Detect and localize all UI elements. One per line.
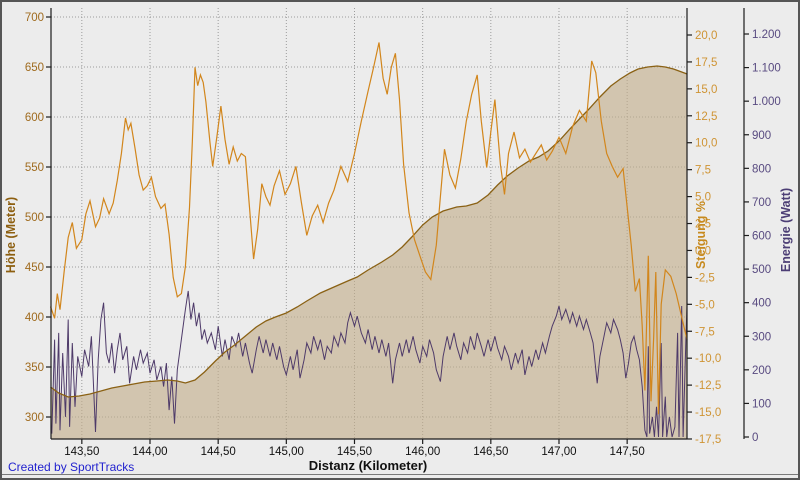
energie-tick-label: 300: [752, 331, 771, 343]
energie-tick-label: 100: [752, 398, 771, 410]
energie-tick-label: 1.000: [752, 96, 781, 108]
energie-tick-label: 500: [752, 264, 771, 276]
elevation-area: [50, 66, 688, 439]
hoehe-tick-label: 300: [25, 412, 44, 424]
hoehe-tick-label: 650: [25, 62, 44, 74]
steigung-tick-label: -7,5: [695, 326, 715, 338]
x-tick-label: 145,50: [337, 446, 372, 458]
steigung-tick-label: 12,5: [695, 111, 717, 123]
hoehe-tick-label: 450: [25, 262, 44, 274]
steigung-tick-label: -2,5: [695, 272, 715, 284]
hoehe-tick-label: 500: [25, 212, 44, 224]
energie-tick-label: 200: [752, 365, 771, 377]
steigung-tick-label: 20,0: [695, 30, 717, 42]
steigung-axis-title: Steigung %: [694, 201, 708, 269]
steigung-tick-label: -12,5: [695, 380, 721, 392]
steigung-tick-label: 17,5: [695, 57, 717, 69]
hoehe-axis-title: Höhe (Meter): [4, 197, 18, 273]
steigung-tick-label: 10,0: [695, 138, 717, 150]
x-tick-label: 144,50: [201, 446, 236, 458]
grade-line: [49, 42, 688, 415]
steigung-tick-label: 15,0: [695, 84, 717, 96]
steigung-tick-label: 0,0: [695, 245, 711, 257]
hoehe-tick-label: 600: [25, 112, 44, 124]
x-tick-label: 147,00: [541, 446, 576, 458]
chart-plot: 700 650 600 550 500 450 400 350 300 20,0 17,5 15,0 1…: [25, 8, 781, 458]
energie-tick-label: 0: [752, 432, 758, 444]
energie-tick-label: 1.200: [752, 29, 781, 41]
chart-canvas: 700 650 600 550 500 450 400 350 300 20,0 17,5 15,0 1…: [4, 8, 793, 473]
x-tick-label: 144,00: [132, 446, 167, 458]
steigung-tick-label: -17,5: [695, 434, 721, 446]
hoehe-tick-label: 350: [25, 362, 44, 374]
energie-tick-label: 400: [752, 298, 771, 310]
x-tick-label: 147,50: [610, 446, 645, 458]
energy-line: [51, 290, 688, 438]
x-tick-label: 146,50: [473, 446, 508, 458]
bottom-divider: [2, 474, 798, 475]
steigung-tick-label: 5,0: [695, 192, 711, 204]
hoehe-tick-label: 700: [25, 12, 44, 24]
steigung-tick-label: 7,5: [695, 165, 711, 177]
energie-tick-label: 800: [752, 163, 771, 175]
steigung-tick-label: 2,5: [695, 219, 711, 231]
energie-tick-label: 600: [752, 231, 771, 243]
x-tick-label: 143,50: [64, 446, 99, 458]
energie-axis-title: Energie (Watt): [779, 188, 793, 272]
elevation-line: [50, 65, 688, 398]
energie-tick-label: 900: [752, 130, 771, 142]
x-tick-label: 145,00: [269, 446, 304, 458]
steigung-tick-label: -10,0: [695, 353, 721, 365]
hoehe-tick-label: 400: [25, 312, 44, 324]
energie-tick-label: 700: [752, 197, 771, 209]
steigung-tick-label: -5,0: [695, 299, 715, 311]
energie-tick-label: 1.100: [752, 63, 781, 75]
x-axis-title: Distanz (Kilometer): [309, 458, 427, 473]
footer-credit: Created by SportTracks: [8, 460, 135, 474]
x-tick-label: 146,00: [405, 446, 440, 458]
hoehe-tick-label: 550: [25, 162, 44, 174]
steigung-tick-label: -15,0: [695, 407, 721, 419]
